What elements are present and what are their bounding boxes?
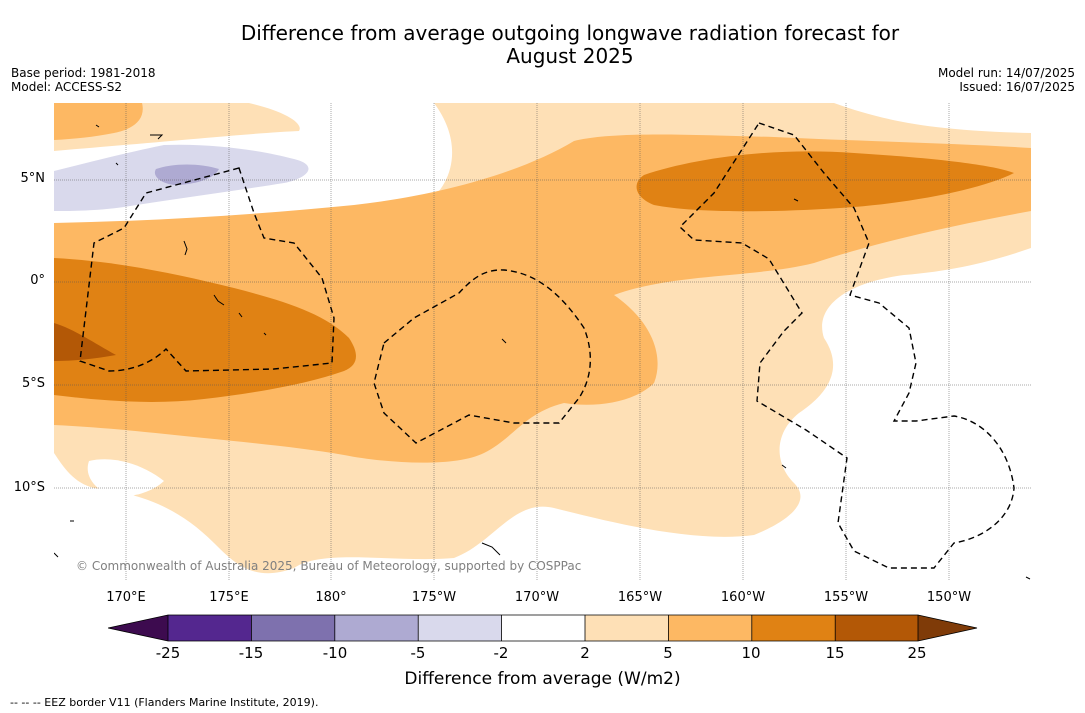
lat-label-5s: 5°S <box>21 376 45 391</box>
colorbar-swatch--5--2 <box>418 615 502 641</box>
colorbar-swatch-2-5 <box>585 615 669 641</box>
lon-label-175e: 175°E <box>209 590 249 605</box>
eez-borders <box>79 122 1015 569</box>
map-title-line-2: August 2025 <box>506 44 634 68</box>
colorbar-tick: 10 <box>741 644 761 662</box>
lon-label-155w: 155°W <box>823 590 869 605</box>
colorbar-swatch-10-15 <box>751 615 836 641</box>
colorbar-tick: 5 <box>663 644 673 662</box>
colorbar-extend-low <box>108 615 168 641</box>
issued-text: Issued: 16/07/2025 <box>959 80 1075 94</box>
colorbar-tick: -5 <box>410 644 426 662</box>
eez-border-east <box>678 122 1015 569</box>
lon-label-180: 180° <box>315 590 347 605</box>
colorbar-tick: 15 <box>825 644 845 662</box>
colorbar-tick: -15 <box>238 644 264 662</box>
lon-label-170w: 170°W <box>514 590 560 605</box>
model-text: Model: ACCESS-S2 <box>11 80 123 94</box>
model-run-text: Model run: 14/07/2025 <box>937 66 1075 80</box>
eez-border-central <box>373 269 592 444</box>
colorbar-tick: 25 <box>907 644 927 662</box>
map-title-line-1: Difference from average outgoing longwav… <box>240 21 900 45</box>
anomaly-region-15-25 <box>54 323 116 361</box>
colorbar-swatch--2-2 <box>501 615 585 641</box>
anomaly-region-10-15-east <box>636 151 1014 212</box>
copyright-text: © Commonwealth of Australia 2025, Bureau… <box>76 559 582 573</box>
colorbar-swatch-15-25 <box>835 615 918 641</box>
anomaly-map-canvas <box>54 103 1031 580</box>
colorbar <box>108 614 978 642</box>
lon-label-150w: 150°W <box>926 590 972 605</box>
colorbar-label: Difference from average (W/m2) <box>404 669 681 689</box>
colorbar-tick: -25 <box>155 644 181 662</box>
lat-label-0: 0° <box>30 273 45 288</box>
lat-label-10s: 10°S <box>13 480 45 495</box>
lon-label-170e: 170°E <box>106 590 146 605</box>
lon-label-175w: 175°W <box>411 590 457 605</box>
anomaly-map <box>54 103 1031 580</box>
lon-label-165w: 165°W <box>617 590 663 605</box>
colorbar-swatch--10--5 <box>334 615 419 641</box>
graticule <box>54 103 1031 580</box>
eez-border-west <box>79 167 335 372</box>
base-period-text: Base period: 1981-2018 <box>11 66 156 80</box>
lat-label-5n: 5°N <box>20 171 46 186</box>
colorbar-tick: 2 <box>580 644 590 662</box>
coastlines <box>54 124 1031 580</box>
colorbar-tick: -10 <box>322 644 348 662</box>
anomaly-region-5-10-topleft <box>54 103 143 140</box>
lon-label-160w: 160°W <box>720 590 766 605</box>
colorbar-swatch--15--10 <box>251 615 335 641</box>
colorbar-tick: -2 <box>493 644 509 662</box>
eez-footnote: -- -- -- EEZ border V11 (Flanders Marine… <box>10 696 319 709</box>
colorbar-extend-high <box>918 615 977 641</box>
colorbar-swatch-5-10 <box>668 615 752 641</box>
anomaly-region-10-15-west <box>54 258 356 402</box>
colorbar-swatch--25--15 <box>168 615 252 641</box>
